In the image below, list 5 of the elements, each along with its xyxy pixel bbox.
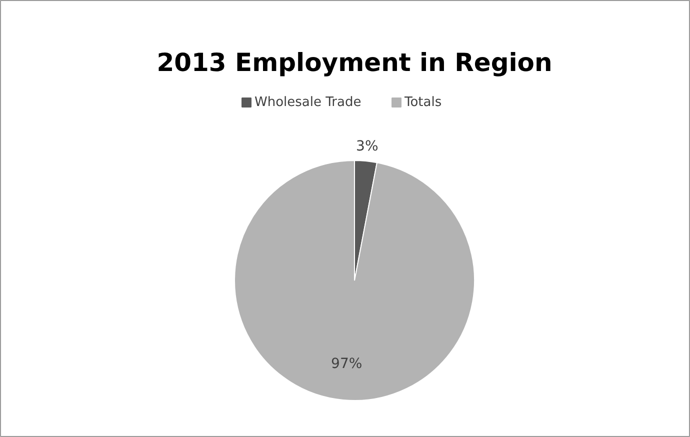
chart-title: 2013 Employment in Region (156, 48, 552, 77)
data-label: 3% (356, 138, 378, 155)
legend-label: Totals (404, 95, 442, 110)
data-label: 97% (331, 356, 362, 372)
legend-label: Wholesale Trade (254, 95, 362, 110)
